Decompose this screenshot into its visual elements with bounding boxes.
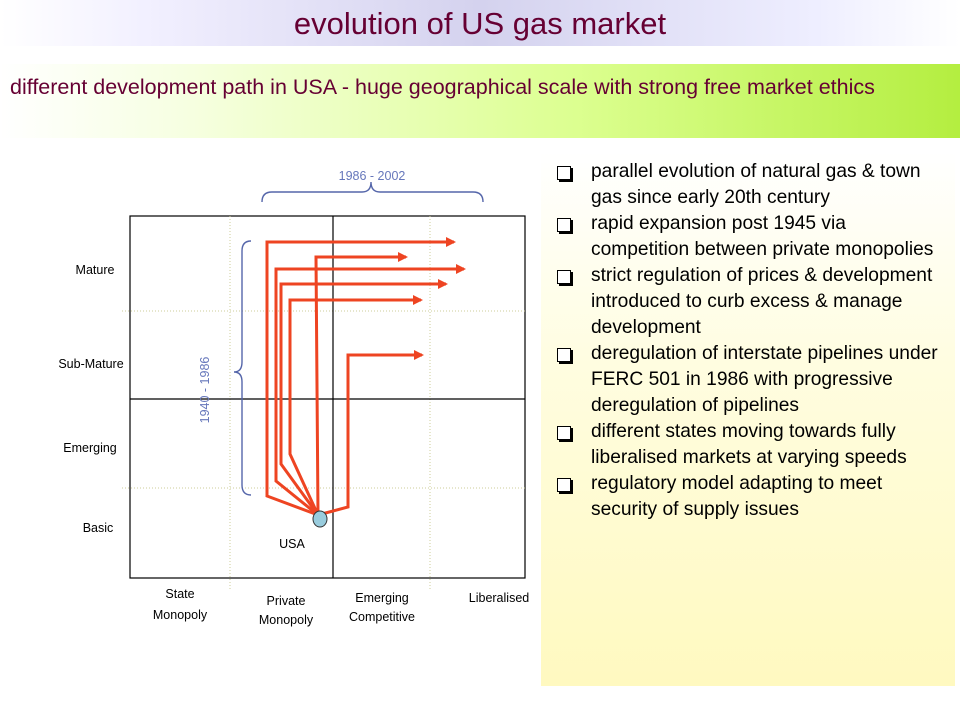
slide-title: evolution of US gas market (293, 6, 667, 41)
bullet-text: parallel evolution of natural gas & town… (591, 161, 921, 208)
top-brace (261, 181, 484, 203)
bullet-list: parallel evolution of natural gas & town… (553, 159, 943, 523)
y-level-sub-mature: Sub-Mature (58, 357, 123, 371)
evolution-arrow (317, 350, 424, 517)
list-item: deregulation of interstate pipelines und… (553, 341, 943, 419)
title-bar (0, 0, 960, 46)
usa-label: USA (279, 537, 305, 551)
checkbox-bullet-icon (557, 478, 571, 492)
evolution-arrow (279, 279, 448, 516)
y-level-basic: Basic (83, 521, 114, 535)
side-brace (233, 240, 252, 496)
bullet-text: regulatory model adapting to meet securi… (591, 473, 883, 520)
slide-subtitle: different development path in USA - huge… (10, 75, 875, 99)
checkbox-bullet-icon (557, 218, 571, 232)
list-item: regulatory model adapting to meet securi… (553, 471, 943, 523)
x-stage-private-monopoly-line2: Monopoly (259, 613, 314, 627)
period-label-top: 1986 - 2002 (339, 169, 406, 183)
list-item: strict regulation of prices & developmen… (553, 263, 943, 341)
diagram-frame (129, 215, 526, 579)
evolution-arrow (314, 252, 408, 516)
checkbox-bullet-icon (557, 426, 571, 440)
list-item: different states moving towards fully li… (553, 419, 943, 471)
x-stage-emerging-competitive: Emerging (355, 591, 409, 605)
market-evolution-diagram: Mature Sub-Mature Emerging Basic State M… (58, 169, 530, 627)
checkbox-bullet-icon (557, 270, 571, 284)
x-stage-emerging-competitive-line2: Competitive (349, 610, 415, 624)
period-label-side: 1940 - 1986 (198, 357, 212, 424)
list-item: parallel evolution of natural gas & town… (553, 159, 943, 211)
y-level-emerging: Emerging (63, 441, 117, 455)
checkbox-bullet-icon (557, 348, 571, 362)
y-level-mature: Mature (76, 263, 115, 277)
bullet-panel (541, 152, 955, 686)
bullet-text: different states moving towards fully li… (591, 421, 907, 468)
x-stage-state-monopoly: State (165, 587, 194, 601)
bullet-text: rapid expansion post 1945 via competitio… (591, 213, 934, 260)
x-stage-state-monopoly-line2: Monopoly (153, 608, 208, 622)
list-item: rapid expansion post 1945 via competitio… (553, 211, 943, 263)
usa-marker (312, 510, 328, 528)
bullet-text: strict regulation of prices & developmen… (591, 265, 933, 338)
x-stage-liberalised: Liberalised (469, 591, 530, 605)
bullet-text: deregulation of interstate pipelines und… (591, 343, 938, 416)
evolution-arrow (265, 237, 456, 517)
evolution-arrow (274, 264, 466, 517)
subtitle-bar (0, 64, 960, 138)
x-stage-private-monopoly: Private (267, 594, 306, 608)
evolution-arrow (288, 295, 423, 516)
checkbox-bullet-icon (557, 166, 571, 180)
